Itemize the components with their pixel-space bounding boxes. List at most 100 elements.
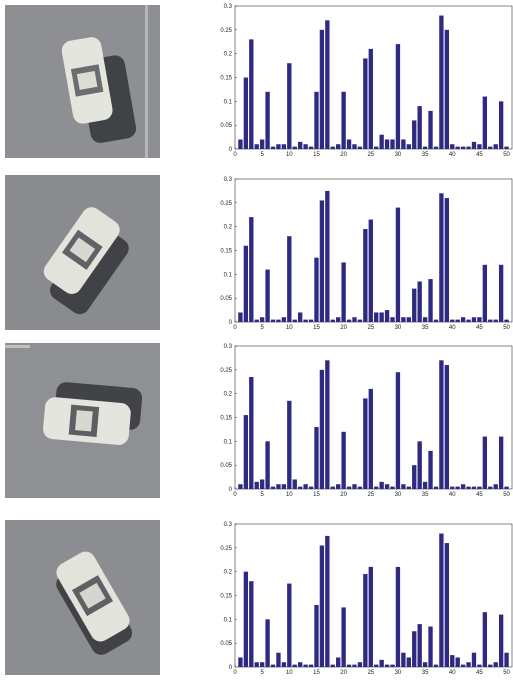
bar: [423, 662, 427, 667]
bar: [249, 581, 253, 667]
bar: [401, 484, 405, 489]
plot-area: [235, 524, 512, 667]
bar: [303, 320, 307, 322]
bar: [466, 487, 470, 489]
bar: [358, 662, 362, 667]
bar: [499, 615, 503, 667]
bar: [428, 279, 432, 322]
bar: [445, 198, 449, 322]
bar: [347, 665, 351, 667]
bar: [499, 265, 503, 322]
y-tick-label: 0.25: [220, 28, 232, 34]
bar: [456, 320, 460, 322]
bar: [483, 265, 487, 322]
bar: [390, 487, 394, 489]
bar: [352, 144, 356, 149]
x-tick-label: 0: [233, 492, 237, 498]
bar: [276, 144, 280, 149]
bar: [494, 320, 498, 322]
x-tick-label: 50: [503, 325, 510, 331]
bar: [390, 665, 394, 667]
bar: [483, 437, 487, 489]
bar: [320, 30, 324, 149]
x-tick-label: 50: [503, 670, 510, 676]
bar: [271, 665, 275, 667]
bar: [314, 258, 318, 322]
x-tick-label: 20: [340, 492, 347, 498]
bar: [341, 92, 345, 149]
bar: [336, 317, 340, 322]
bar: [249, 39, 253, 149]
bar: [336, 657, 340, 667]
bar: [504, 653, 508, 667]
x-tick-label: 40: [449, 492, 456, 498]
bar: [363, 398, 367, 489]
bar: [244, 78, 248, 150]
bar: [331, 320, 335, 322]
bar: [428, 111, 432, 149]
y-tick-label: 0.25: [220, 368, 232, 374]
bar: [347, 320, 351, 322]
bar: [396, 208, 400, 322]
bar: [265, 92, 269, 149]
x-tick-label: 20: [340, 325, 347, 331]
x-tick-label: 20: [340, 670, 347, 676]
bar: [504, 487, 508, 489]
x-tick-label: 25: [367, 670, 374, 676]
bar: [412, 120, 416, 149]
bar: [287, 236, 291, 322]
bar: [390, 139, 394, 149]
bar: [450, 487, 454, 489]
bar: [325, 360, 329, 489]
bar: [309, 147, 313, 149]
bar: [255, 482, 259, 489]
bar: [379, 482, 383, 489]
x-tick-label: 0: [233, 670, 237, 676]
y-tick-label: 0.3: [224, 4, 233, 10]
bar: [401, 139, 405, 149]
bar: [466, 662, 470, 667]
x-tick-label: 10: [286, 325, 293, 331]
bar: [456, 487, 460, 489]
x-tick-label: 50: [503, 492, 510, 498]
x-tick-label: 5: [260, 325, 264, 331]
x-tick-label: 25: [367, 325, 374, 331]
bar: [363, 574, 367, 667]
bar: [276, 484, 280, 489]
bar: [504, 147, 508, 149]
bar: [417, 281, 421, 322]
bar: [445, 30, 449, 149]
bar: [374, 312, 378, 322]
y-tick-label: 0.25: [220, 546, 232, 552]
bar: [385, 484, 389, 489]
y-tick-label: 0.05: [220, 123, 232, 129]
x-tick-label: 15: [313, 152, 320, 158]
bar: [282, 484, 286, 489]
figure: 00.050.10.150.20.250.3051015202530354045…: [0, 0, 513, 677]
car-image: [5, 520, 160, 675]
bar: [358, 147, 362, 149]
bar: [341, 607, 345, 667]
x-tick-label: 20: [340, 152, 347, 158]
bar: [461, 484, 465, 489]
bar: [477, 487, 481, 489]
bar: [341, 262, 345, 322]
bar: [260, 139, 264, 149]
x-tick-label: 30: [395, 670, 402, 676]
bar: [483, 612, 487, 667]
y-tick-label: 0.2: [224, 570, 233, 576]
bar: [244, 415, 248, 489]
y-tick-label: 0.25: [220, 201, 232, 207]
bar: [417, 624, 421, 667]
bar: [456, 147, 460, 149]
bar: [461, 317, 465, 322]
bar: [303, 484, 307, 489]
y-tick-label: 0.1: [224, 617, 233, 623]
bar: [483, 97, 487, 149]
bar: [369, 389, 373, 489]
bar: [293, 479, 297, 489]
bar: [271, 487, 275, 489]
bar: [466, 320, 470, 322]
x-tick-label: 35: [422, 670, 429, 676]
bar: [428, 451, 432, 489]
